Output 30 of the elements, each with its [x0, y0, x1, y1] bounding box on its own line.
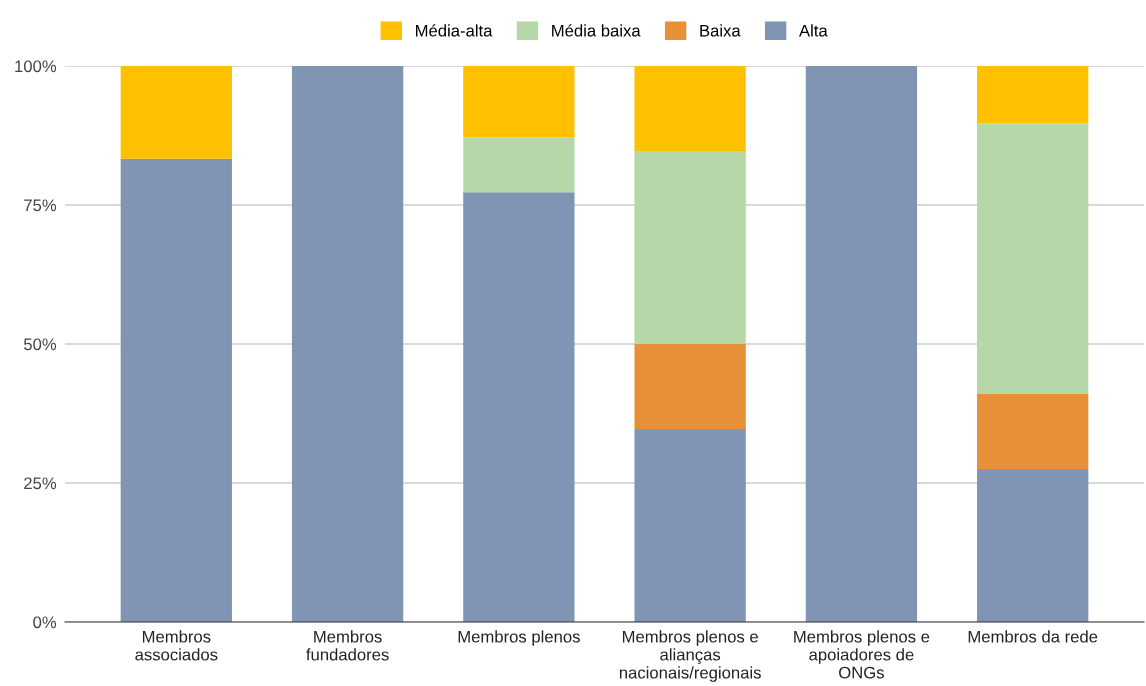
legend-label: Média-alta [415, 24, 493, 37]
legend-label: Média baixa [552, 24, 641, 37]
bar [291, 66, 404, 622]
legend-label: Baixa [700, 24, 741, 37]
bar [634, 344, 746, 430]
bar [977, 469, 1089, 622]
bar [805, 66, 918, 622]
y-tick-label: 75% [24, 199, 57, 212]
x-tick-label: Membros associados [135, 630, 218, 661]
x-tick-label: Membros plenos [458, 630, 580, 646]
bar [120, 158, 232, 622]
x-tick-label: Membros da rede [968, 630, 1098, 643]
y-tick-label: 0% [33, 616, 57, 629]
bar [463, 137, 575, 193]
legend-label: Alta [799, 24, 828, 37]
bar [463, 66, 575, 138]
y-tick-label: 100% [15, 60, 57, 73]
bar [120, 66, 232, 159]
bar [634, 429, 746, 622]
y-tick-label: 25% [24, 477, 57, 490]
bar [634, 151, 746, 344]
x-tick-label: Membros plenos e apoiadores de ONGs [794, 630, 930, 679]
bar [463, 192, 575, 622]
bar [977, 66, 1089, 124]
x-tick-label: Membros fundadores [306, 630, 389, 661]
bar [977, 394, 1089, 470]
bar [634, 66, 746, 152]
x-tick-label: Membros plenos e alianças nacionais/regionais [619, 630, 761, 682]
y-tick-label: 50% [23, 338, 57, 351]
bar [977, 123, 1089, 395]
